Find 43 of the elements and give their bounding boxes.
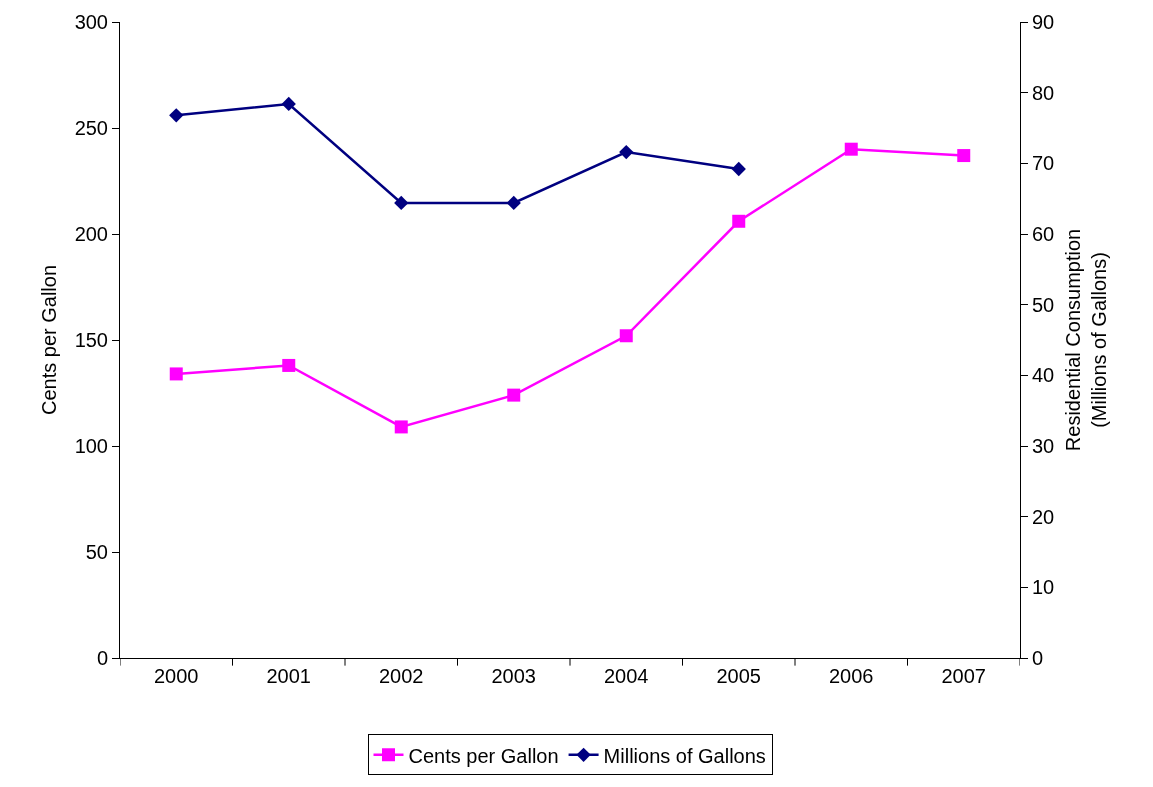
legend-label: Cents per Gallon <box>408 744 559 767</box>
y-tick-label: 100 <box>74 435 108 457</box>
point <box>169 367 183 381</box>
y2-axis-title: Residential Consumption (Millions of Gallons) <box>1061 228 1110 452</box>
x-tick-label: 2000 <box>154 665 199 687</box>
x-tick-label: 2004 <box>604 665 649 687</box>
y2-tick-label: 30 <box>1032 435 1055 457</box>
x-tick-label: 2001 <box>266 665 311 687</box>
x-tick-label: 2005 <box>716 665 761 687</box>
y2-tick-label: 70 <box>1032 152 1055 175</box>
x-tick-label: 2006 <box>829 665 874 687</box>
point <box>844 142 858 156</box>
legend-label: Millions of Gallons <box>603 744 766 767</box>
y2-tick-label: 90 <box>1032 11 1055 33</box>
y2-tick-label: 20 <box>1032 505 1055 528</box>
point <box>957 149 971 163</box>
x-tick-label: 2003 <box>491 665 536 687</box>
point <box>619 144 634 160</box>
y2-tick-label: 50 <box>1032 293 1055 316</box>
y-tick-label: 250 <box>74 117 108 139</box>
point <box>506 195 521 211</box>
y-tick-label: 50 <box>85 541 108 563</box>
y-tick-label: 0 <box>96 647 108 669</box>
y-tick-label: 300 <box>74 11 108 33</box>
y-tick-label: 200 <box>74 223 108 245</box>
point <box>394 420 408 434</box>
point <box>282 358 296 372</box>
y2-tick-label: 60 <box>1032 223 1055 245</box>
point <box>394 195 409 211</box>
point <box>619 329 633 343</box>
point <box>732 214 746 228</box>
x-tick-label: 2007 <box>941 665 986 687</box>
y2-tick-label: 80 <box>1032 81 1055 104</box>
y-axis-title: Cents per Gallon <box>38 264 61 416</box>
point <box>731 161 746 177</box>
y2-tick-label: 40 <box>1032 364 1055 387</box>
y2-tick-label: 10 <box>1032 576 1055 599</box>
x-tick-label: 2002 <box>379 665 424 687</box>
point <box>507 388 521 402</box>
y2-tick-label: 0 <box>1032 647 1044 669</box>
point <box>169 108 184 123</box>
y-tick-label: 150 <box>74 329 108 351</box>
point <box>281 96 296 112</box>
